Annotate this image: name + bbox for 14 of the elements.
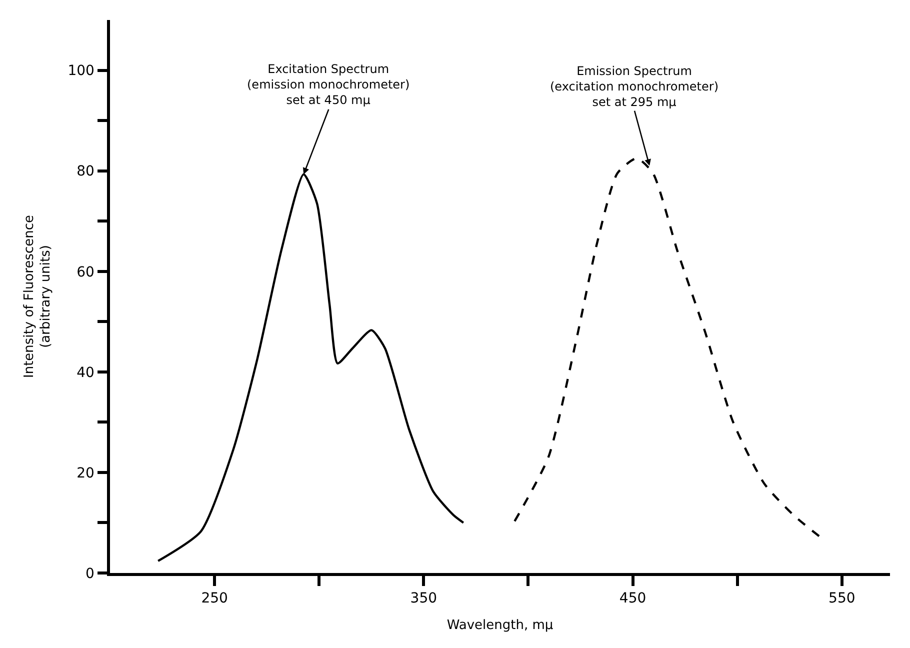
x-tick-label: 550 [828, 590, 856, 607]
y-tick-label: 0 [86, 566, 94, 582]
y-tick-label: 20 [76, 465, 94, 482]
y-tick-label: 100 [68, 63, 94, 80]
y-tick-label: 60 [76, 264, 94, 280]
y-tick-label: 80 [76, 164, 94, 180]
x-tick-label: 250 [201, 590, 228, 607]
annotation: Excitation Spectrum (emission monochrometer) set at 450 mμ [247, 62, 410, 108]
x-axis-title: Wavelength, mμ [446, 618, 554, 634]
x-tick-label: 450 [619, 590, 646, 607]
annotation: Emission Spectrum (excitation monochrometer) set at 295 mμ [550, 64, 719, 110]
y-axis-title: Intensity of Fluorescence (arbitrary units) [22, 214, 54, 378]
y-tick-label: 40 [76, 364, 94, 381]
x-tick-label: 350 [410, 590, 438, 607]
